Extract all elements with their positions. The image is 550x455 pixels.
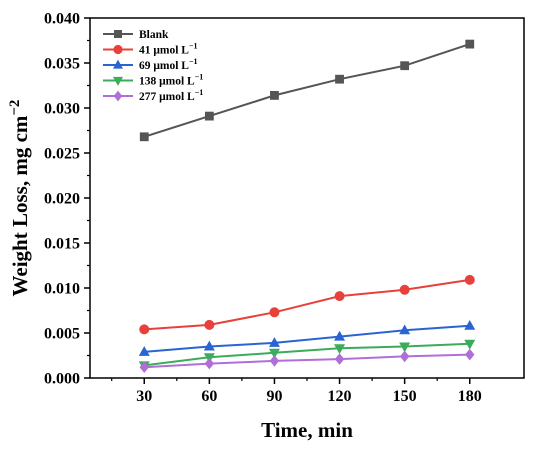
x-tick-label: 60 bbox=[201, 388, 217, 405]
y-tick-label: 0.025 bbox=[44, 146, 80, 163]
legend-item: 277 μmol L−1 bbox=[103, 88, 203, 103]
data-point bbox=[334, 353, 345, 365]
series-line bbox=[144, 342, 470, 367]
y-tick-label: 0.040 bbox=[44, 11, 80, 28]
x-axis-title: Time, min bbox=[261, 418, 353, 442]
y-tick-label: 0.005 bbox=[44, 326, 80, 343]
data-point bbox=[270, 91, 279, 100]
legend-marker bbox=[113, 44, 123, 55]
legend-label: 41 μmol L−1 bbox=[139, 42, 198, 57]
series-line bbox=[144, 324, 470, 353]
x-tick-label: 120 bbox=[328, 388, 352, 405]
y-tick-label: 0.000 bbox=[44, 371, 80, 388]
data-point bbox=[139, 324, 150, 335]
data-point bbox=[138, 346, 150, 356]
legend-item: 69 μmol L−1 bbox=[103, 57, 198, 72]
legend-label-unit: −1 bbox=[195, 73, 204, 82]
data-point bbox=[399, 284, 410, 295]
data-point bbox=[400, 61, 410, 71]
legend-item: 138 μmol L−1 bbox=[103, 73, 203, 88]
series-2 bbox=[138, 319, 476, 356]
data-point bbox=[269, 307, 280, 318]
y-tick-label: 0.010 bbox=[44, 281, 80, 298]
y-tick-label: 0.020 bbox=[44, 191, 80, 208]
legend-label-text: 277 μmol L bbox=[139, 91, 195, 103]
legend-item: 41 μmol L−1 bbox=[103, 42, 198, 57]
y-axis-title: Weight Loss, mg cm−2 bbox=[7, 100, 32, 297]
series-line bbox=[144, 278, 470, 331]
series-line bbox=[143, 43, 471, 138]
legend-label: 69 μmol L−1 bbox=[139, 57, 198, 72]
legend-label-text: 138 μmol L bbox=[139, 76, 195, 88]
data-point bbox=[204, 357, 215, 370]
series-line bbox=[144, 353, 470, 369]
data-point bbox=[139, 361, 149, 374]
legend-label: 138 μmol L−1 bbox=[139, 73, 203, 88]
series-0 bbox=[139, 39, 475, 142]
y-axis-title-main: Weight Loss, mg cm bbox=[8, 115, 32, 296]
data-point bbox=[269, 355, 280, 367]
legend-marker bbox=[112, 59, 124, 69]
data-point bbox=[465, 39, 475, 49]
data-point bbox=[464, 319, 476, 330]
y-tick-label: 0.035 bbox=[44, 56, 80, 73]
data-point bbox=[399, 342, 411, 353]
legend-item: Blank bbox=[103, 29, 169, 41]
y-axis-title-superscript: −2 bbox=[7, 100, 23, 116]
x-tick-label: 180 bbox=[458, 388, 482, 405]
legend-marker bbox=[114, 29, 123, 38]
data-point bbox=[464, 274, 475, 285]
ticks-layer: 0.000 0.005 0.010 0.015 0.020 0.025 0.030 0.035… bbox=[44, 11, 482, 406]
legend-label-unit: −1 bbox=[189, 42, 198, 51]
x-tick-label: 90 bbox=[266, 388, 282, 405]
series-4 bbox=[139, 348, 475, 374]
legend-label-text: 41 μmol L bbox=[139, 45, 189, 57]
data-point bbox=[203, 340, 215, 351]
data-point bbox=[464, 339, 476, 350]
data-point bbox=[268, 337, 280, 347]
legend-marker bbox=[113, 90, 123, 102]
data-point bbox=[204, 319, 215, 330]
legend-label-unit: −1 bbox=[189, 57, 198, 66]
data-point bbox=[334, 344, 346, 355]
y-tick-label: 0.015 bbox=[44, 236, 80, 253]
series-layer bbox=[138, 39, 476, 374]
legend-marker bbox=[112, 76, 124, 86]
legend-label-unit: −1 bbox=[195, 88, 204, 97]
x-tick-label: 150 bbox=[393, 388, 417, 405]
data-point bbox=[465, 348, 475, 361]
data-point bbox=[204, 111, 214, 121]
data-point bbox=[399, 324, 411, 335]
data-point bbox=[139, 132, 149, 142]
legend-label: 277 μmol L−1 bbox=[139, 88, 203, 103]
plot-frame bbox=[89, 17, 525, 379]
series-1 bbox=[139, 274, 475, 335]
legend-label-text: Blank bbox=[139, 29, 169, 41]
x-tick-label: 30 bbox=[136, 388, 152, 405]
data-point bbox=[334, 330, 346, 341]
data-point bbox=[335, 74, 344, 84]
y-tick-label: 0.030 bbox=[44, 101, 80, 118]
legend-label: Blank bbox=[139, 29, 169, 41]
data-point bbox=[399, 350, 410, 363]
data-point bbox=[268, 348, 280, 359]
data-point bbox=[334, 291, 345, 302]
legend-label-text: 69 μmol L bbox=[139, 60, 189, 72]
